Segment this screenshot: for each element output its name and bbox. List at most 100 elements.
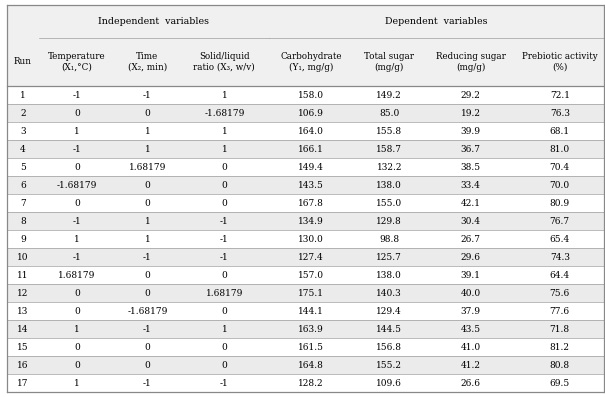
Text: 156.8: 156.8 [376,343,402,352]
Text: 69.5: 69.5 [550,379,570,388]
Text: 75.6: 75.6 [550,289,570,298]
Text: 36.7: 36.7 [461,145,481,154]
Text: 1: 1 [74,127,80,136]
Text: 42.1: 42.1 [461,198,481,208]
Text: 109.6: 109.6 [376,379,402,388]
Text: 1: 1 [145,145,150,154]
Text: 1: 1 [145,235,150,244]
Bar [7,266,604,284]
Bar [7,248,604,266]
Text: 125.7: 125.7 [376,253,402,262]
Text: 33.4: 33.4 [461,181,481,190]
Text: 40.0: 40.0 [461,289,481,298]
Text: 4: 4 [20,145,26,154]
Text: 19.2: 19.2 [461,109,481,118]
Text: 0: 0 [221,181,227,190]
Text: 0: 0 [74,109,80,118]
Text: 15: 15 [17,343,28,352]
Text: 70.0: 70.0 [550,181,570,190]
Text: 76.7: 76.7 [550,217,570,225]
Text: 1: 1 [74,325,80,334]
Bar [7,104,604,122]
Text: 129.8: 129.8 [376,217,402,225]
Bar [7,302,604,320]
Text: 149.4: 149.4 [298,163,324,172]
Text: 0: 0 [74,307,80,316]
Text: -1: -1 [220,253,229,262]
Text: 0: 0 [221,307,227,316]
Text: 26.6: 26.6 [461,379,481,388]
Bar [7,212,604,230]
Text: 0: 0 [145,343,150,352]
Text: 0: 0 [74,198,80,208]
Text: 10: 10 [17,253,28,262]
Text: 1: 1 [145,217,150,225]
Text: -1: -1 [143,379,152,388]
Text: 98.8: 98.8 [379,235,399,244]
Text: 26.7: 26.7 [461,235,481,244]
Text: 134.9: 134.9 [298,217,324,225]
Text: -1.68179: -1.68179 [57,181,97,190]
Text: 0: 0 [221,198,227,208]
Text: 106.9: 106.9 [298,109,324,118]
Text: -1: -1 [143,253,152,262]
Text: 0: 0 [74,343,80,352]
Text: 77.6: 77.6 [550,307,570,316]
Text: 157.0: 157.0 [298,271,324,280]
Text: 7: 7 [20,198,26,208]
Text: -1: -1 [73,253,82,262]
Text: 0: 0 [145,198,150,208]
Text: 163.9: 163.9 [298,325,324,334]
Text: 0: 0 [221,361,227,370]
Text: 81.0: 81.0 [550,145,570,154]
Text: 143.5: 143.5 [298,181,324,190]
Text: 6: 6 [20,181,26,190]
Bar [7,194,604,212]
Text: -1: -1 [220,217,229,225]
Text: 37.9: 37.9 [461,307,481,316]
Text: 1: 1 [221,145,227,154]
Text: 41.0: 41.0 [461,343,481,352]
Text: 1: 1 [20,91,26,100]
Text: 64.4: 64.4 [550,271,570,280]
Text: 65.4: 65.4 [550,235,570,244]
Text: 17: 17 [17,379,28,388]
Text: 127.4: 127.4 [298,253,324,262]
Text: 0: 0 [74,163,80,172]
Text: 144.1: 144.1 [298,307,324,316]
Text: 1: 1 [221,127,227,136]
Text: Solid/liquid
ratio (X₃, w/v): Solid/liquid ratio (X₃, w/v) [194,52,255,72]
Text: 43.5: 43.5 [461,325,481,334]
Text: Independent  variables: Independent variables [99,17,209,26]
Text: 68.1: 68.1 [550,127,570,136]
Text: 1.68179: 1.68179 [129,163,166,172]
Text: 164.8: 164.8 [298,361,324,370]
Text: 149.2: 149.2 [376,91,402,100]
Text: 39.9: 39.9 [461,127,481,136]
Text: 2: 2 [20,109,26,118]
Text: 85.0: 85.0 [379,109,399,118]
Bar [7,176,604,194]
Text: 14: 14 [17,325,28,334]
Bar [7,338,604,356]
Text: 0: 0 [145,181,150,190]
Text: 13: 13 [17,307,28,316]
Text: -1.68179: -1.68179 [204,109,244,118]
Text: Reducing sugar
(mg/g): Reducing sugar (mg/g) [436,52,506,72]
Text: 16: 16 [17,361,28,370]
Text: 130.0: 130.0 [298,235,324,244]
Text: 1: 1 [221,91,227,100]
Text: 0: 0 [74,289,80,298]
Text: 155.8: 155.8 [376,127,402,136]
Text: -1: -1 [143,325,152,334]
Text: 138.0: 138.0 [376,181,402,190]
Text: 9: 9 [20,235,26,244]
Text: 71.8: 71.8 [550,325,570,334]
Text: -1: -1 [220,235,229,244]
Text: 80.8: 80.8 [550,361,570,370]
Text: 72.1: 72.1 [550,91,570,100]
Text: 0: 0 [145,271,150,280]
Text: 5: 5 [20,163,26,172]
Text: Carbohydrate
(Y₁, mg/g): Carbohydrate (Y₁, mg/g) [280,52,342,72]
Text: 164.0: 164.0 [298,127,324,136]
